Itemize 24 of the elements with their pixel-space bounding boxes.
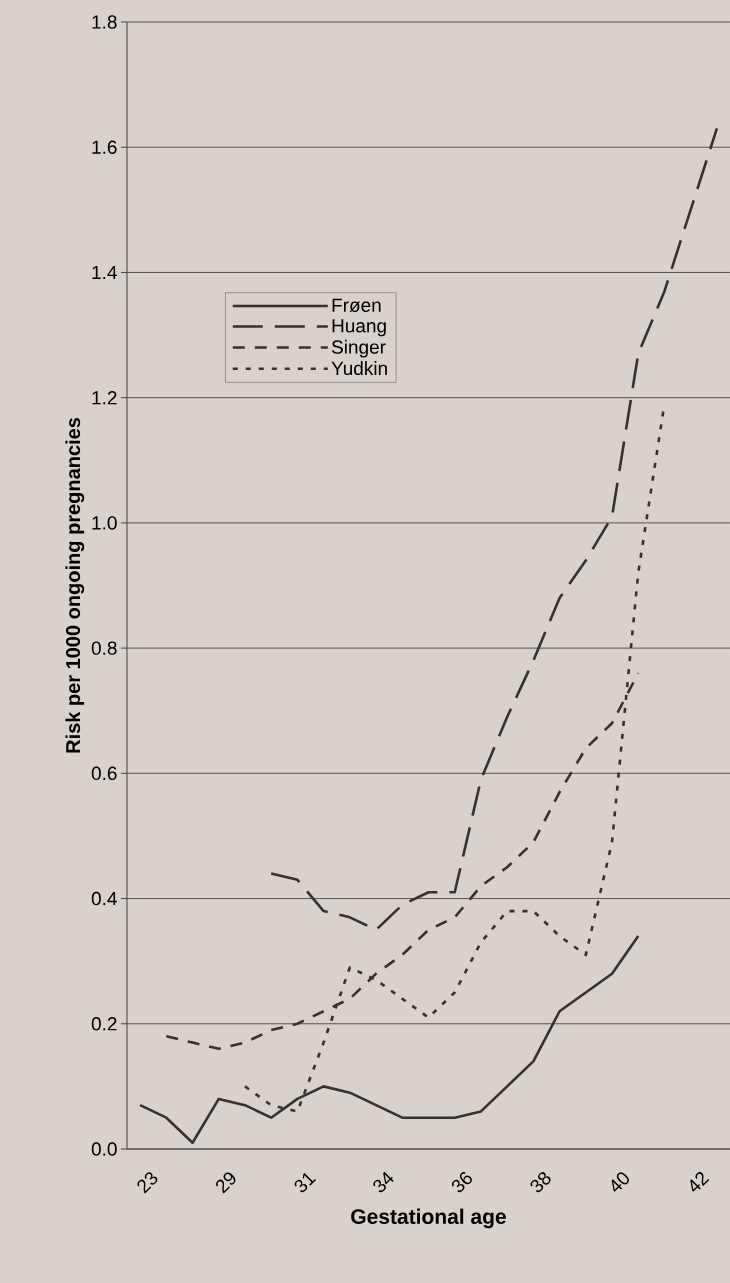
x-tick-label: 38 bbox=[530, 1172, 551, 1193]
x-axis-title: Gestational age bbox=[350, 1208, 506, 1229]
x-tick-label: 29 bbox=[215, 1172, 236, 1194]
x-tick-label: 36 bbox=[451, 1172, 472, 1193]
legend-label: Yudkin bbox=[331, 361, 387, 376]
y-tick-label: 0.0 bbox=[91, 1142, 117, 1156]
y-axis-title: Risk per 1000 ongoing pregnancies bbox=[65, 417, 84, 753]
x-tick-label: 31 bbox=[294, 1172, 316, 1193]
legend-label: Frøen bbox=[332, 298, 381, 313]
y-tick-label: 1.2 bbox=[92, 391, 117, 405]
x-tick-label: 40 bbox=[611, 1172, 629, 1192]
y-tick-label: 0.4 bbox=[91, 891, 117, 906]
y-tick-label: 0.6 bbox=[91, 766, 117, 781]
y-tick-label: 1.0 bbox=[92, 516, 117, 530]
x-tick-label: 23 bbox=[137, 1172, 158, 1194]
x-tick-label: 42 bbox=[690, 1172, 710, 1192]
y-tick-label: 0.8 bbox=[91, 641, 117, 655]
x-tick-label: 34 bbox=[373, 1171, 394, 1193]
y-tick-label: 1.8 bbox=[92, 15, 117, 29]
y-tick-label: 0.2 bbox=[91, 1017, 117, 1031]
y-tick-label: 1.4 bbox=[92, 265, 117, 279]
legend-label: Singer bbox=[331, 339, 386, 358]
legend-label: Huang bbox=[332, 319, 386, 337]
y-tick-label: 1.6 bbox=[92, 140, 117, 154]
